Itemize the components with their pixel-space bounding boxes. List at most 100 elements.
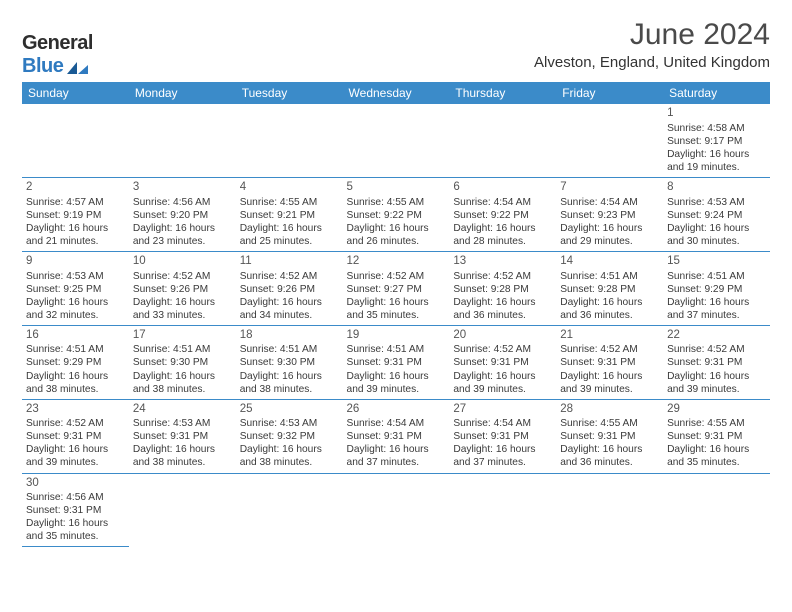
calendar-cell: 12Sunrise: 4:52 AMSunset: 9:27 PMDayligh… [343, 251, 450, 325]
month-title: June 2024 [534, 18, 770, 52]
calendar-cell [236, 473, 343, 547]
calendar-cell [129, 104, 236, 177]
day-info: Sunrise: 4:53 AMSunset: 9:32 PMDaylight:… [240, 417, 339, 469]
day-info: Sunrise: 4:58 AMSunset: 9:17 PMDaylight:… [667, 122, 766, 174]
day-info: Sunrise: 4:56 AMSunset: 9:31 PMDaylight:… [26, 491, 125, 543]
day-number: 30 [26, 476, 125, 491]
day-info: Sunrise: 4:55 AMSunset: 9:22 PMDaylight:… [347, 196, 446, 248]
brand-name-2: Blue [22, 55, 63, 78]
day-number: 14 [560, 254, 659, 269]
location-text: Alveston, England, United Kingdom [534, 54, 770, 71]
calendar-cell: 13Sunrise: 4:52 AMSunset: 9:28 PMDayligh… [449, 251, 556, 325]
calendar-cell: 8Sunrise: 4:53 AMSunset: 9:24 PMDaylight… [663, 177, 770, 251]
calendar-cell: 16Sunrise: 4:51 AMSunset: 9:29 PMDayligh… [22, 325, 129, 399]
calendar-cell: 23Sunrise: 4:52 AMSunset: 9:31 PMDayligh… [22, 399, 129, 473]
day-number: 20 [453, 328, 552, 343]
day-number: 21 [560, 328, 659, 343]
calendar-cell: 17Sunrise: 4:51 AMSunset: 9:30 PMDayligh… [129, 325, 236, 399]
day-number: 9 [26, 254, 125, 269]
day-info: Sunrise: 4:51 AMSunset: 9:31 PMDaylight:… [347, 343, 446, 395]
day-info: Sunrise: 4:54 AMSunset: 9:23 PMDaylight:… [560, 196, 659, 248]
day-info: Sunrise: 4:56 AMSunset: 9:20 PMDaylight:… [133, 196, 232, 248]
calendar-cell: 9Sunrise: 4:53 AMSunset: 9:25 PMDaylight… [22, 251, 129, 325]
calendar-cell: 28Sunrise: 4:55 AMSunset: 9:31 PMDayligh… [556, 399, 663, 473]
day-info: Sunrise: 4:55 AMSunset: 9:31 PMDaylight:… [560, 417, 659, 469]
day-info: Sunrise: 4:54 AMSunset: 9:31 PMDaylight:… [453, 417, 552, 469]
day-number: 29 [667, 402, 766, 417]
calendar-cell: 10Sunrise: 4:52 AMSunset: 9:26 PMDayligh… [129, 251, 236, 325]
day-info: Sunrise: 4:52 AMSunset: 9:28 PMDaylight:… [453, 270, 552, 322]
calendar-cell: 4Sunrise: 4:55 AMSunset: 9:21 PMDaylight… [236, 177, 343, 251]
day-number: 13 [453, 254, 552, 269]
calendar-cell [663, 473, 770, 547]
day-info: Sunrise: 4:51 AMSunset: 9:29 PMDaylight:… [26, 343, 125, 395]
day-number: 27 [453, 402, 552, 417]
day-number: 4 [240, 180, 339, 195]
day-header: Sunday [22, 82, 129, 104]
calendar-cell: 2Sunrise: 4:57 AMSunset: 9:19 PMDaylight… [22, 177, 129, 251]
calendar-cell: 22Sunrise: 4:52 AMSunset: 9:31 PMDayligh… [663, 325, 770, 399]
calendar-cell: 29Sunrise: 4:55 AMSunset: 9:31 PMDayligh… [663, 399, 770, 473]
calendar-cell: 6Sunrise: 4:54 AMSunset: 9:22 PMDaylight… [449, 177, 556, 251]
day-number: 3 [133, 180, 232, 195]
day-number: 25 [240, 402, 339, 417]
day-info: Sunrise: 4:52 AMSunset: 9:31 PMDaylight:… [26, 417, 125, 469]
day-info: Sunrise: 4:54 AMSunset: 9:31 PMDaylight:… [347, 417, 446, 469]
title-block: June 2024 Alveston, England, United King… [534, 18, 770, 77]
calendar-cell: 26Sunrise: 4:54 AMSunset: 9:31 PMDayligh… [343, 399, 450, 473]
brand-logo: General Blue [22, 32, 93, 78]
day-number: 8 [667, 180, 766, 195]
calendar-cell: 14Sunrise: 4:51 AMSunset: 9:28 PMDayligh… [556, 251, 663, 325]
day-info: Sunrise: 4:53 AMSunset: 9:31 PMDaylight:… [133, 417, 232, 469]
calendar-cell: 30Sunrise: 4:56 AMSunset: 9:31 PMDayligh… [22, 473, 129, 547]
day-info: Sunrise: 4:51 AMSunset: 9:30 PMDaylight:… [133, 343, 232, 395]
calendar-cell [449, 473, 556, 547]
calendar-cell [556, 104, 663, 177]
calendar-cell: 19Sunrise: 4:51 AMSunset: 9:31 PMDayligh… [343, 325, 450, 399]
day-info: Sunrise: 4:57 AMSunset: 9:19 PMDaylight:… [26, 196, 125, 248]
calendar-cell: 1Sunrise: 4:58 AMSunset: 9:17 PMDaylight… [663, 104, 770, 177]
calendar-body: 1Sunrise: 4:58 AMSunset: 9:17 PMDaylight… [22, 104, 770, 547]
day-number: 5 [347, 180, 446, 195]
day-number: 16 [26, 328, 125, 343]
calendar-cell [22, 104, 129, 177]
day-info: Sunrise: 4:53 AMSunset: 9:24 PMDaylight:… [667, 196, 766, 248]
calendar-cell: 11Sunrise: 4:52 AMSunset: 9:26 PMDayligh… [236, 251, 343, 325]
calendar-cell [129, 473, 236, 547]
day-number: 6 [453, 180, 552, 195]
calendar-cell: 3Sunrise: 4:56 AMSunset: 9:20 PMDaylight… [129, 177, 236, 251]
day-number: 24 [133, 402, 232, 417]
calendar-cell: 25Sunrise: 4:53 AMSunset: 9:32 PMDayligh… [236, 399, 343, 473]
day-info: Sunrise: 4:54 AMSunset: 9:22 PMDaylight:… [453, 196, 552, 248]
day-info: Sunrise: 4:51 AMSunset: 9:30 PMDaylight:… [240, 343, 339, 395]
calendar-cell: 7Sunrise: 4:54 AMSunset: 9:23 PMDaylight… [556, 177, 663, 251]
day-number: 10 [133, 254, 232, 269]
day-number: 23 [26, 402, 125, 417]
brand-name-1: General [22, 32, 93, 54]
calendar-cell: 18Sunrise: 4:51 AMSunset: 9:30 PMDayligh… [236, 325, 343, 399]
calendar-cell [236, 104, 343, 177]
day-info: Sunrise: 4:52 AMSunset: 9:31 PMDaylight:… [453, 343, 552, 395]
calendar-header-row: SundayMondayTuesdayWednesdayThursdayFrid… [22, 82, 770, 104]
day-info: Sunrise: 4:51 AMSunset: 9:28 PMDaylight:… [560, 270, 659, 322]
day-number: 12 [347, 254, 446, 269]
calendar-cell: 24Sunrise: 4:53 AMSunset: 9:31 PMDayligh… [129, 399, 236, 473]
calendar-cell [449, 104, 556, 177]
day-info: Sunrise: 4:53 AMSunset: 9:25 PMDaylight:… [26, 270, 125, 322]
calendar-cell [556, 473, 663, 547]
day-number: 1 [667, 106, 766, 121]
calendar-cell: 21Sunrise: 4:52 AMSunset: 9:31 PMDayligh… [556, 325, 663, 399]
day-header: Monday [129, 82, 236, 104]
day-number: 22 [667, 328, 766, 343]
day-header: Tuesday [236, 82, 343, 104]
day-number: 18 [240, 328, 339, 343]
day-info: Sunrise: 4:51 AMSunset: 9:29 PMDaylight:… [667, 270, 766, 322]
day-number: 26 [347, 402, 446, 417]
calendar-cell: 20Sunrise: 4:52 AMSunset: 9:31 PMDayligh… [449, 325, 556, 399]
day-number: 19 [347, 328, 446, 343]
calendar-cell: 5Sunrise: 4:55 AMSunset: 9:22 PMDaylight… [343, 177, 450, 251]
day-info: Sunrise: 4:52 AMSunset: 9:31 PMDaylight:… [560, 343, 659, 395]
day-number: 15 [667, 254, 766, 269]
day-info: Sunrise: 4:52 AMSunset: 9:26 PMDaylight:… [133, 270, 232, 322]
day-number: 7 [560, 180, 659, 195]
